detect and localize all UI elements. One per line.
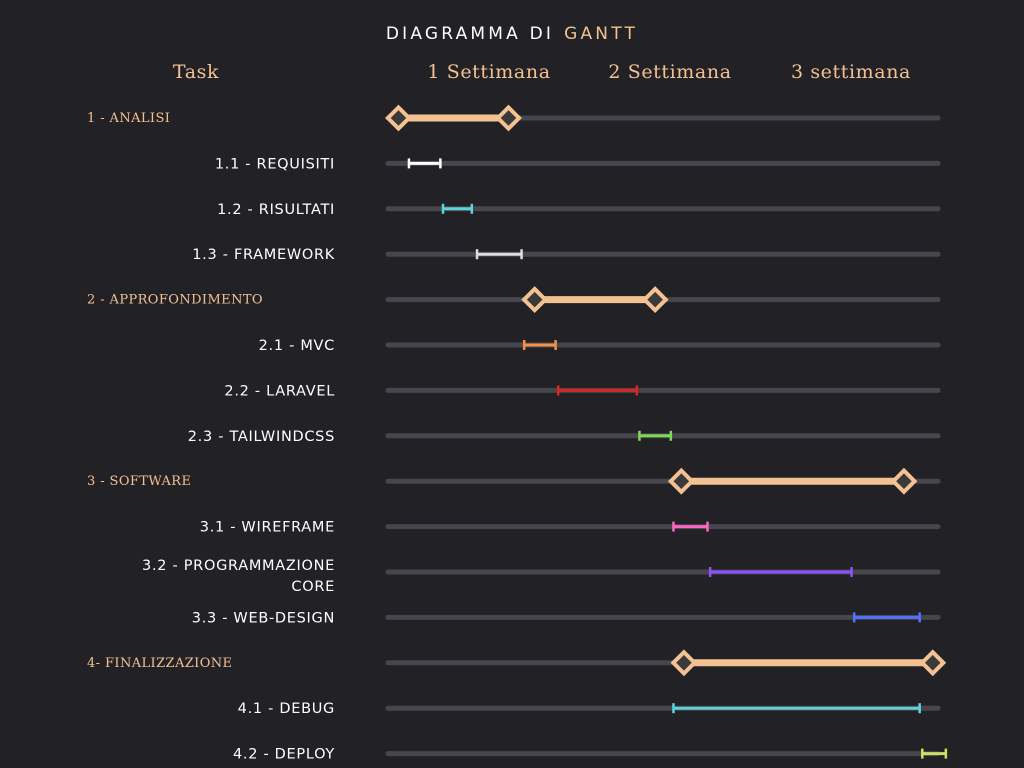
period-header: 2 Settimana [608, 61, 731, 83]
period-header: 3 settimana [791, 61, 911, 83]
task-column-header: Task [173, 61, 219, 83]
task-label: 2.3 - TAILWINDCSS [188, 429, 335, 445]
gantt-bars [385, 104, 948, 759]
group-label: 4- FINALIZZAZIONE [87, 656, 232, 671]
chart-title-accent: GANTT [564, 24, 638, 44]
milestone-diamond [641, 286, 669, 314]
task-label: 3.3 - WEB-DESIGN [192, 610, 335, 626]
task-label: 2.2 - LARAVEL [224, 383, 335, 399]
group-label: 1 - ANALISI [87, 111, 170, 126]
chart-title-main: DIAGRAMMA DI [386, 24, 554, 44]
period-headers: 1 Settimana 2 Settimana 3 settimana [427, 61, 911, 83]
task-label: 1.2 - RISULTATI [217, 202, 335, 218]
milestone-diamond [670, 649, 698, 677]
task-label: 3.2 - PROGRAMMAZIONE [142, 558, 335, 574]
period-header: 1 Settimana [427, 61, 550, 83]
task-label: 4.2 - DEPLOY [233, 747, 335, 763]
milestone-diamond [890, 467, 918, 495]
milestone-diamond [919, 649, 947, 677]
task-label: 4.1 - DEBUG [238, 701, 335, 717]
milestone-diamond [667, 467, 695, 495]
group-label: 2 - APPROFONDIMENTO [87, 293, 263, 308]
task-label: 2.1 - MVC [259, 338, 335, 354]
task-label: 3.1 - WIREFRAME [200, 520, 335, 536]
chart-title: DIAGRAMMA DI GANTT [386, 24, 638, 44]
task-label: CORE [291, 579, 335, 595]
task-label: 1.1 - REQUISITI [215, 156, 335, 172]
group-label: 3 - SOFTWARE [87, 474, 191, 489]
row-labels: 1 - ANALISI 1.1 - REQUISITI 1.2 - RISULTAT… [87, 111, 335, 763]
milestone-diamond [385, 104, 412, 132]
task-label: 1.3 - FRAMEWORK [192, 247, 335, 263]
milestone-diamond [495, 104, 522, 132]
milestone-diamond [521, 286, 549, 314]
